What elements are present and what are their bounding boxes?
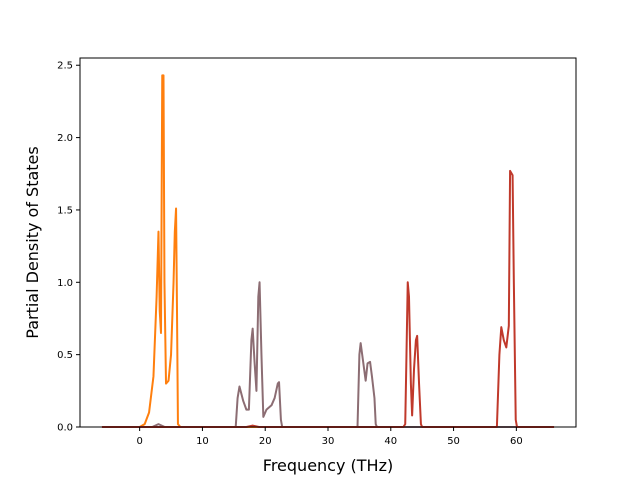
plot-lines: [101, 74, 555, 428]
y-tick-label: 2.5: [57, 61, 73, 72]
x-tick-label: 30: [322, 436, 335, 447]
x-tick-label: 20: [259, 436, 272, 447]
series-line-1: [101, 74, 555, 428]
x-tick-label: 50: [447, 436, 460, 447]
series-line-3: [101, 169, 555, 428]
y-tick-label: 0.0: [57, 423, 73, 434]
x-tick-label: 60: [510, 436, 523, 447]
y-axis-label: Partial Density of States: [23, 146, 42, 338]
y-axis-ticks: 0.0 0.5 1.0 1.5 2.0 2.5: [57, 61, 80, 434]
y-tick-label: 1.5: [57, 205, 73, 216]
y-tick-label: 1.0: [57, 278, 73, 289]
x-axis-label: Frequency (THz): [263, 456, 393, 475]
series-line-2: [101, 281, 555, 428]
x-tick-label: 10: [196, 436, 209, 447]
y-tick-label: 2.0: [57, 133, 73, 144]
x-tick-label: 40: [384, 436, 397, 447]
y-tick-label: 0.5: [57, 350, 73, 361]
x-tick-label: 0: [136, 436, 142, 447]
x-axis-ticks: 0 10 20 30 40 50 60: [136, 427, 523, 447]
